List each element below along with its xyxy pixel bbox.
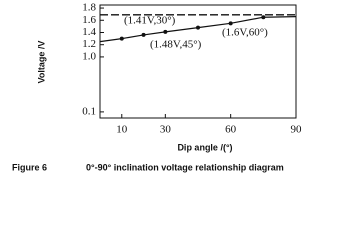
x-tick-label: 90 — [291, 124, 303, 136]
annotation: (1.6V,60°) — [222, 27, 268, 39]
chart: Voltage /V Dip angle /(°) Figure 6 0°-90… — [12, 2, 303, 173]
y-tick-label: 1.8 — [82, 2, 96, 14]
y-tick-label: 0.1 — [82, 105, 96, 117]
y-tick-label: 1.0 — [82, 50, 96, 62]
y-axis-label: Voltage /V — [36, 41, 46, 84]
data-point — [163, 29, 168, 34]
plot-frame — [99, 4, 297, 119]
caption-number: Figure 6 — [12, 162, 47, 172]
data-point — [141, 32, 146, 37]
y-tick-label: 1.2 — [82, 38, 96, 50]
data-line — [99, 16, 297, 43]
caption: 0°-90° inclination voltage relationship … — [86, 162, 284, 172]
data-point — [119, 36, 124, 41]
annotation: (1.41V,30°) — [124, 15, 176, 27]
y-tick-label: 1.4 — [82, 26, 96, 38]
data-point — [228, 21, 233, 26]
y-tick-label: 1.6 — [82, 14, 96, 26]
x-tick-label: 10 — [116, 124, 128, 136]
x-axis-label: Dip angle /(°) — [177, 142, 232, 152]
data-point — [196, 25, 200, 30]
data-point — [261, 15, 266, 20]
x-tick-label: 30 — [160, 124, 172, 136]
annotation: (1.48V,45°) — [150, 39, 202, 51]
x-tick-label: 60 — [225, 124, 237, 136]
